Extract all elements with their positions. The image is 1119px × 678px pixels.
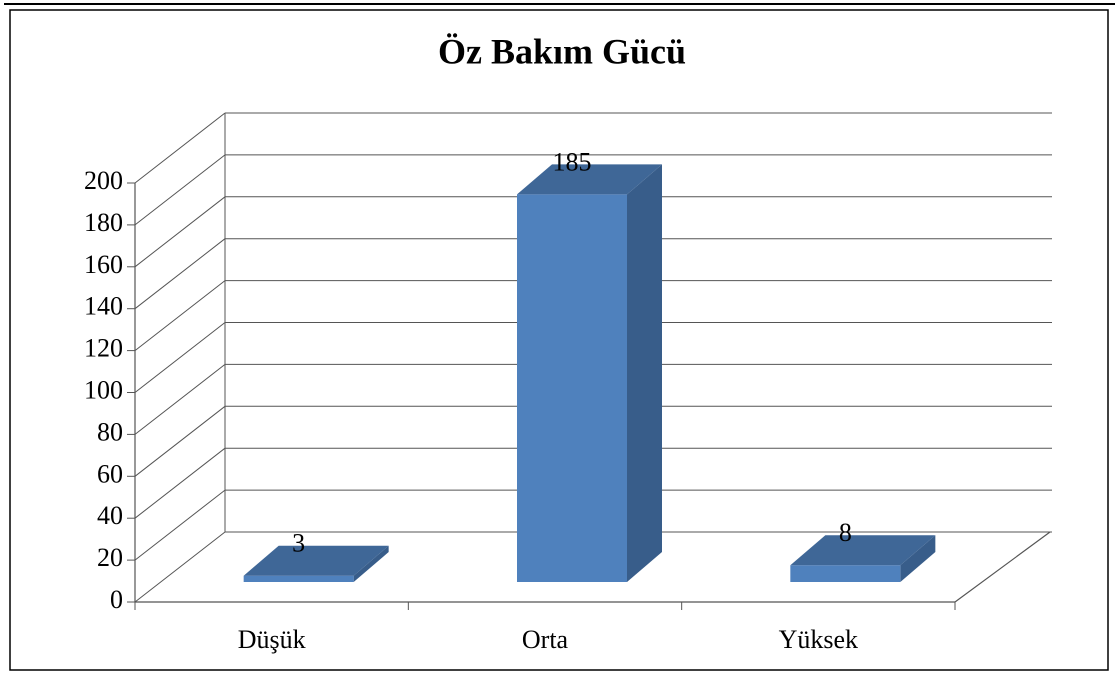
- bar-side: [353, 545, 389, 582]
- x-tick-label: Yüksek: [779, 625, 858, 654]
- data-label: 8: [839, 518, 852, 547]
- chart-title: Öz Bakım Gücü: [438, 31, 686, 71]
- bar-top: [790, 535, 936, 566]
- y-tick-label: 0: [110, 585, 123, 614]
- grid-line: [134, 405, 226, 477]
- grid-line: [134, 196, 226, 268]
- grid-line: [134, 154, 226, 226]
- bar: [790, 565, 901, 582]
- grid-line: [134, 322, 226, 393]
- chart-frame: [9, 9, 1109, 671]
- grid-line: [134, 489, 226, 561]
- floor-edge: [954, 531, 1051, 603]
- grid-line: [134, 238, 226, 310]
- x-tick-label: Düşük: [238, 625, 306, 654]
- y-tick-label: 100: [84, 375, 123, 404]
- bar-side: [900, 535, 936, 582]
- data-label: 3: [292, 529, 305, 558]
- bar: [243, 575, 354, 582]
- y-tick-label: 40: [97, 501, 123, 530]
- y-tick-label: 200: [84, 166, 123, 195]
- bar-top: [243, 545, 389, 576]
- bar-side: [627, 164, 662, 583]
- x-tick-label: Orta: [522, 625, 569, 654]
- y-tick-label: 140: [84, 292, 123, 321]
- y-tick-label: 120: [84, 334, 123, 363]
- grid-line: [134, 447, 226, 519]
- grid-line: [134, 112, 226, 184]
- grid-line: [134, 531, 226, 603]
- y-tick-label: 60: [97, 459, 123, 488]
- y-tick-label: 80: [97, 417, 123, 446]
- y-tick-label: 160: [84, 250, 123, 279]
- bar: [517, 194, 627, 583]
- grid-line: [134, 364, 226, 435]
- data-label: 185: [553, 147, 592, 176]
- y-tick-label: 180: [84, 208, 123, 237]
- bar-top: [517, 164, 662, 195]
- grid-line: [134, 280, 226, 351]
- y-tick-label: 20: [97, 543, 123, 572]
